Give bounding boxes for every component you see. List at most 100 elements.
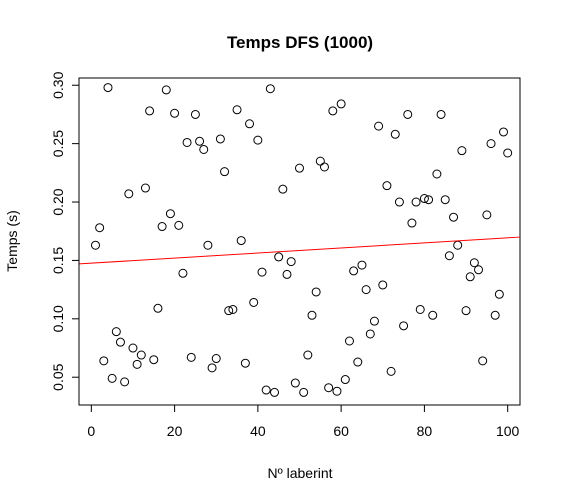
data-point (195, 136, 205, 146)
data-point (174, 220, 184, 230)
data-point (178, 268, 188, 278)
data-point (140, 183, 150, 193)
y-tick-label: 0.10 (50, 305, 66, 332)
y-tick-label: 0.20 (50, 188, 66, 215)
data-point (120, 377, 130, 387)
data-point (236, 236, 246, 246)
data-point (494, 289, 504, 299)
data-point (157, 222, 167, 232)
data-point (224, 306, 234, 316)
data-point (399, 321, 409, 331)
data-point (444, 251, 454, 261)
data-point (128, 343, 138, 353)
x-tick-label: 100 (496, 423, 520, 439)
data-point (278, 184, 288, 194)
x-tick-label: 60 (333, 423, 349, 439)
data-point (240, 358, 250, 368)
data-point (253, 135, 263, 145)
data-point (90, 240, 100, 250)
data-point (215, 134, 225, 144)
x-tick-label: 40 (250, 423, 266, 439)
data-point (499, 127, 509, 137)
y-tick-label: 0.05 (50, 363, 66, 390)
y-tick-label: 0.15 (50, 247, 66, 274)
data-point (340, 375, 350, 385)
y-tick-label: 0.30 (50, 71, 66, 98)
data-point (203, 240, 213, 250)
data-point (319, 162, 329, 172)
data-point (369, 316, 379, 326)
data-points (90, 83, 513, 397)
data-point (349, 266, 359, 276)
data-point (115, 337, 125, 347)
data-point (457, 146, 467, 156)
data-point (182, 137, 192, 147)
data-point (311, 287, 321, 297)
data-point (95, 223, 105, 233)
data-point (303, 350, 313, 360)
data-point (211, 354, 221, 364)
data-point (286, 257, 296, 267)
x-tick-label: 0 (87, 423, 95, 439)
data-point (290, 378, 300, 388)
data-point (332, 386, 342, 396)
x-axis: 0 20 40 60 80 100 (87, 404, 520, 439)
data-point (249, 297, 259, 307)
data-point (361, 285, 371, 295)
data-point (186, 352, 196, 362)
data-point (474, 265, 484, 275)
data-point (124, 189, 134, 199)
trend-line (78, 236, 521, 265)
data-point (261, 385, 271, 395)
data-point (132, 359, 142, 369)
data-point (469, 258, 479, 268)
data-point (432, 169, 442, 179)
data-point (453, 240, 463, 250)
data-point (111, 327, 121, 337)
data-point (344, 336, 354, 346)
data-point (165, 209, 175, 219)
data-point (403, 109, 413, 119)
x-tick-label: 20 (167, 423, 183, 439)
data-point (365, 329, 375, 339)
data-point (482, 210, 492, 220)
data-point (382, 181, 392, 191)
data-point (328, 106, 338, 116)
y-axis: 0.05 0.10 0.15 0.20 0.25 0.30 (50, 71, 80, 391)
data-point (465, 272, 475, 282)
data-point (245, 119, 255, 129)
data-point (99, 356, 109, 366)
data-point (407, 218, 417, 228)
trend-line-group (78, 236, 521, 265)
data-point (220, 167, 230, 177)
data-point (436, 109, 446, 119)
x-tick-label: 80 (417, 423, 433, 439)
data-point (461, 306, 471, 316)
data-point (228, 304, 238, 314)
data-point (378, 280, 388, 290)
data-point (415, 304, 425, 314)
data-point (440, 195, 450, 205)
data-point (170, 108, 180, 118)
data-point (428, 310, 438, 320)
x-axis-label: Nº laberint (267, 465, 332, 481)
data-point (295, 163, 304, 173)
chart-title: Temps DFS (1000) (227, 33, 373, 52)
data-point (190, 109, 200, 119)
data-point (478, 356, 488, 366)
data-point (299, 387, 309, 397)
data-point (107, 373, 117, 383)
data-point (136, 350, 146, 360)
data-point (274, 252, 284, 262)
data-point (265, 84, 275, 94)
data-point (232, 105, 242, 115)
data-point (424, 195, 434, 205)
data-point (411, 197, 421, 207)
data-point (486, 139, 496, 149)
data-point (386, 366, 396, 376)
data-point (270, 387, 280, 397)
data-point (449, 212, 459, 222)
data-point (307, 310, 317, 320)
data-point (324, 383, 334, 393)
